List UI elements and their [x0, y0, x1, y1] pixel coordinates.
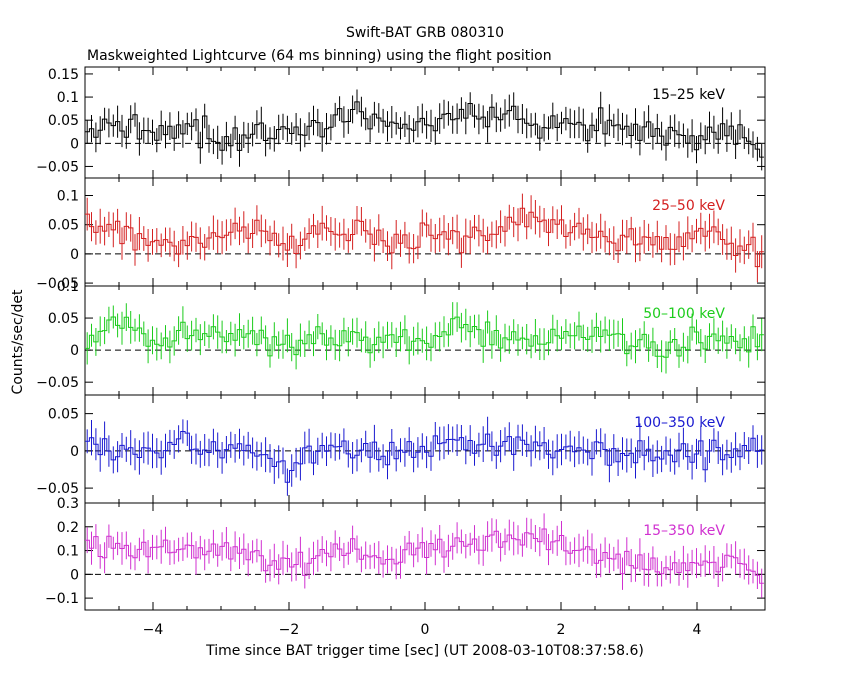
x-tick-label: 4: [693, 622, 702, 638]
y-tick-label: 0: [70, 343, 79, 359]
y-tick-label: 0: [70, 247, 79, 263]
y-tick-label: 0.1: [57, 544, 79, 560]
y-tick-label: 0.3: [57, 496, 79, 512]
y-tick-label: −0.05: [36, 159, 79, 175]
y-tick-label: −0.05: [36, 481, 79, 497]
y-tick-label: 0: [70, 136, 79, 152]
y-tick-label: 0.1: [57, 189, 79, 205]
y-tick-label: 0.1: [57, 279, 79, 295]
series-line: [85, 528, 764, 584]
y-tick-label: 0.05: [48, 311, 79, 327]
series-line: [85, 207, 764, 268]
x-tick-label: 2: [557, 622, 566, 638]
band-label: 100–350 keV: [634, 415, 725, 431]
chart-subtitle: Maskweighted Lightcurve (64 ms binning) …: [87, 48, 552, 64]
panel-1: −0.05 0 0.05 0.1 0.15 15–25 keV: [36, 66, 766, 179]
y-tick-label: 0.1: [57, 90, 79, 106]
y-axis-label: Counts/sec/det: [10, 289, 26, 394]
y-tick-label: −0.1: [45, 591, 79, 607]
band-label: 50–100 keV: [643, 306, 725, 322]
y-tick-label: 0: [70, 444, 79, 460]
series-line: [85, 316, 764, 358]
panels-group: −0.05 0 0.05 0.1 0.15 15–25 keV −0.05 0 0.05 0.1 2…: [36, 66, 766, 638]
x-axis-label: Time since BAT trigger time [sec] (UT 20…: [205, 643, 644, 659]
band-label: 25–50 keV: [652, 198, 725, 214]
band-label: 15–350 keV: [643, 523, 725, 539]
y-tick-label: 0.05: [48, 218, 79, 234]
panel-4: −0.05 0 0.05 100–350 keV: [36, 394, 766, 504]
y-tick-label: −0.05: [36, 375, 79, 391]
panel-5: −0.1 0 0.1 0.2 0.3 15–350 keV: [45, 496, 766, 611]
panel-2: −0.05 0 0.05 0.1 25–50 keV: [36, 177, 766, 292]
chart-title: Swift-BAT GRB 080310: [346, 25, 504, 41]
y-tick-label: 0.05: [48, 407, 79, 423]
x-tick-label: −4: [143, 622, 164, 638]
x-tick-label: 0: [421, 622, 430, 638]
y-tick-label: 0.05: [48, 113, 79, 129]
series-line: [85, 101, 764, 158]
y-tick-label: 0.15: [48, 67, 79, 83]
y-tick-label: −0.05: [36, 276, 79, 292]
series-line: [85, 431, 764, 483]
band-label: 15–25 keV: [652, 87, 725, 103]
y-tick-label: 0: [70, 567, 79, 583]
y-tick-label: 0.2: [57, 520, 79, 536]
x-tick-label: −2: [279, 622, 300, 638]
panel-3: −0.05 0 0.05 0.1 50–100 keV: [36, 279, 766, 396]
